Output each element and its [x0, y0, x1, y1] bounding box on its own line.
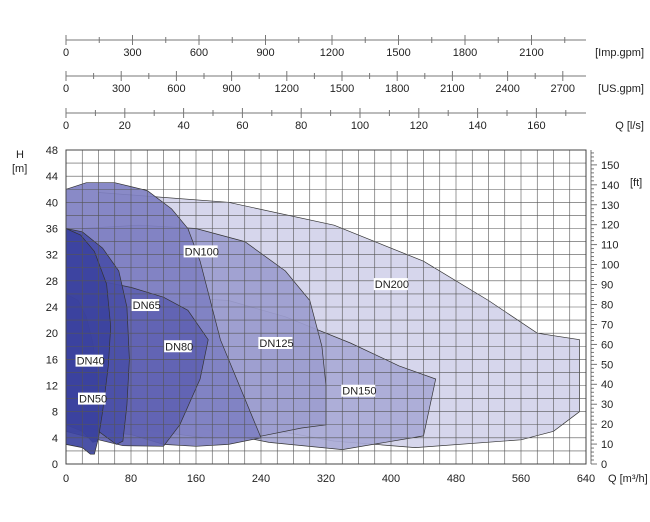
region-label-background	[78, 392, 106, 405]
y-tick-label: 4	[52, 433, 58, 445]
x-tick-label: 240	[252, 473, 270, 485]
y-tick-label: 12	[46, 381, 58, 393]
top-scale-tick-label: 0	[63, 83, 69, 95]
y2-tick-label: 90	[601, 280, 613, 292]
region-label-background	[183, 245, 218, 258]
y2-tick-label: 140	[601, 180, 619, 192]
top-scale-tick-label: 300	[123, 47, 141, 59]
top-scale-tick-label: 900	[222, 83, 240, 95]
top-scale-tick-label: 40	[177, 120, 189, 132]
top-scale-tick-label: 20	[119, 120, 131, 132]
y2-tick-label: 0	[601, 459, 607, 471]
region-label-background	[341, 384, 376, 397]
region-label-background	[75, 354, 104, 367]
top-scale-tick-label: 1500	[330, 83, 354, 95]
y-tick-label: 28	[46, 276, 58, 288]
y2-tick-label: 130	[601, 200, 619, 212]
top-scale-tick-label: 140	[468, 120, 486, 132]
chart-grid	[65, 149, 587, 465]
y2-tick-label: 80	[601, 299, 613, 311]
region-label-dn125: DN125	[259, 338, 293, 350]
top-scale-tick-label: 60	[236, 120, 248, 132]
y-tick-label: 36	[46, 224, 58, 236]
x-tick-label: 560	[512, 473, 530, 485]
y-tick-label: 40	[46, 197, 58, 209]
top-scale-tick-label: 2400	[495, 83, 519, 95]
top-scale-tick-label: 600	[167, 83, 185, 95]
top-scale-unit-label: [Imp.gpm]	[595, 47, 644, 59]
y2-tick-label: 150	[601, 160, 619, 172]
top-scale-tick-label: 2700	[551, 83, 575, 95]
top-scale-tick-label: 0	[63, 120, 69, 132]
region-label-dn150: DN150	[342, 386, 376, 398]
x-tick-label: 80	[125, 473, 137, 485]
top-scale-tick-label: 80	[295, 120, 307, 132]
top-scale-tick-label: 1200	[275, 83, 299, 95]
top-scale-tick-label: 0	[63, 47, 69, 59]
y-tick-label: 24	[46, 302, 58, 314]
y-tick-label: 8	[52, 407, 58, 419]
region-label-background	[258, 336, 293, 349]
x-tick-label: 400	[382, 473, 400, 485]
x-tick-label: 160	[187, 473, 205, 485]
y2-tick-label: 120	[601, 220, 619, 232]
y2-tick-label: 50	[601, 359, 613, 371]
y2-tick-label: 30	[601, 399, 613, 411]
y-axis-title: H	[16, 149, 24, 161]
x-tick-label: 320	[317, 473, 335, 485]
top-scale-tick-label: 120	[410, 120, 428, 132]
y2-tick-label: 10	[601, 439, 613, 451]
y2-tick-label: 110	[601, 240, 619, 252]
y2-tick-label: 40	[601, 379, 613, 391]
y-tick-label: 32	[46, 250, 58, 262]
top-scale-tick-label: 160	[527, 120, 545, 132]
x-tick-label: 0	[63, 473, 69, 485]
region-labels: DN200 DN150 DN125 DN100 DN80 DN65 DN50 DN40	[75, 245, 409, 406]
y-axis-unit: [m]	[12, 163, 27, 175]
region-label-dn100: DN100	[185, 246, 219, 258]
y-tick-label: 48	[46, 145, 58, 157]
region-label-background	[131, 299, 160, 312]
top-scale-tick-label: 1200	[320, 47, 344, 59]
top-scale-tick-label: 900	[256, 47, 274, 59]
top-scale-tick-label: 1800	[385, 83, 409, 95]
top-scale-tick-label: 100	[351, 120, 369, 132]
x-tick-label: 640	[577, 473, 595, 485]
y-tick-label: 0	[52, 459, 58, 471]
top-scale-unit-label: Q [l/s]	[615, 120, 644, 132]
top-scale-tick-label: 2100	[440, 83, 464, 95]
top-flow-scales: 0 300 600 900 1200 1500 1800 2100 [Imp.gpm]0 300 6…	[63, 35, 644, 132]
top-scale-unit-label: [US.gpm]	[598, 83, 644, 95]
y-tick-label: 20	[46, 328, 58, 340]
top-scale-tick-label: 300	[112, 83, 130, 95]
plot-frame	[65, 149, 587, 465]
y2-tick-label: 70	[601, 319, 613, 331]
top-scale-tick-label: 600	[190, 47, 208, 59]
y2-tick-label: 100	[601, 260, 619, 272]
x-axis-title: Q [m³/h]	[608, 473, 648, 485]
region-label-dn40: DN40	[77, 356, 105, 368]
chart-axes: H [m] [ft] Q [m³/h] 0 80 160 240 320 400 480 56…	[12, 145, 648, 485]
top-scale-tick-label: 2100	[519, 47, 543, 59]
top-scale-tick-label: 1500	[386, 47, 410, 59]
region-label-background	[373, 278, 408, 291]
pump-size-regions	[65, 182, 580, 455]
top-scale-tick-label: 1800	[453, 47, 477, 59]
y-tick-label: 16	[46, 354, 58, 366]
region-label-dn50: DN50	[79, 394, 107, 406]
region-label-dn80: DN80	[165, 341, 193, 353]
y2-tick-label: 20	[601, 419, 613, 431]
region-label-dn65: DN65	[133, 300, 161, 312]
y-tick-label: 44	[46, 171, 58, 183]
region-label-background	[164, 340, 192, 353]
x-tick-label: 480	[447, 473, 465, 485]
region-label-dn200: DN200	[375, 279, 409, 291]
y2-tick-label: 60	[601, 339, 613, 351]
y2-axis-unit: [ft]	[630, 177, 642, 189]
